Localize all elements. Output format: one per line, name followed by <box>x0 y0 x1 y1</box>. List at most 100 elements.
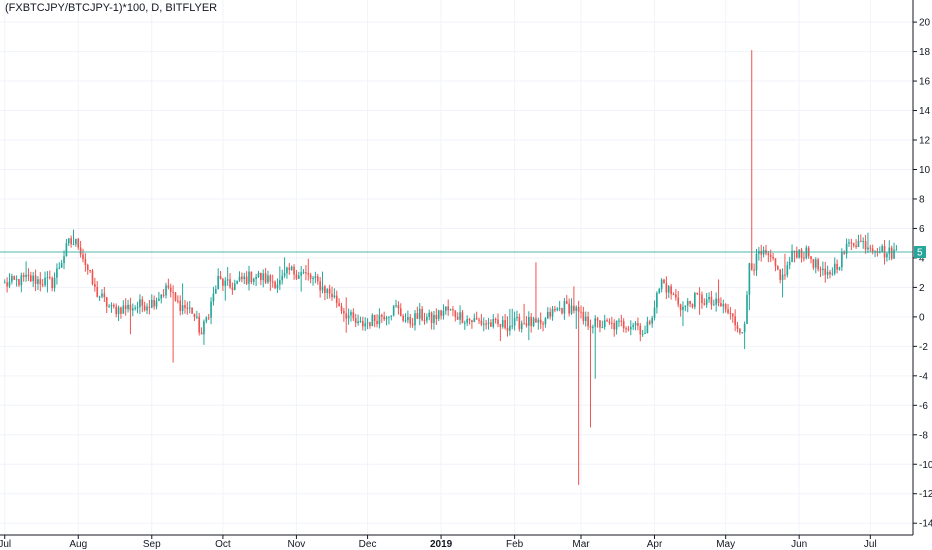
candle <box>736 321 739 333</box>
candle-body <box>817 259 819 270</box>
candle <box>739 328 741 335</box>
candle <box>610 316 613 330</box>
x-tick-label: 2019 <box>430 539 453 550</box>
candle-body <box>302 272 305 274</box>
candle <box>672 292 675 296</box>
candle-body <box>644 332 646 334</box>
candle <box>309 272 312 284</box>
candle-body <box>399 308 402 316</box>
candle-body <box>184 305 186 308</box>
candle <box>335 290 338 308</box>
candle-body <box>494 318 497 320</box>
candle-body <box>475 318 478 320</box>
candle-body <box>532 318 535 326</box>
candle-body <box>755 253 758 271</box>
candle-body <box>871 248 874 252</box>
candle <box>509 308 511 336</box>
candle-body <box>423 319 426 321</box>
candle <box>297 271 300 280</box>
candle <box>568 298 570 317</box>
candle-body <box>525 323 528 326</box>
candle <box>686 298 689 313</box>
y-tick-label: 2 <box>919 283 925 294</box>
candle-body <box>252 279 255 282</box>
candle <box>331 286 333 301</box>
candle-body <box>788 261 791 266</box>
candle-body <box>188 307 191 309</box>
candle <box>369 321 371 329</box>
candle <box>120 306 122 319</box>
candle <box>395 299 397 308</box>
candle-body <box>319 281 321 291</box>
candle-body <box>819 269 822 271</box>
candle <box>634 320 637 331</box>
x-tick-label: Jul <box>0 539 11 550</box>
candle <box>276 278 279 293</box>
candle-body <box>20 275 23 286</box>
candle <box>542 321 544 332</box>
candle <box>278 266 281 291</box>
candle <box>191 307 193 314</box>
candle <box>350 309 352 322</box>
candle-body <box>331 293 333 298</box>
candle <box>641 329 644 337</box>
candle-body <box>767 253 770 255</box>
candle-body <box>269 275 272 282</box>
candle <box>452 306 454 317</box>
candle <box>859 234 862 243</box>
candle <box>867 232 869 254</box>
candle <box>243 272 246 285</box>
candle-body <box>312 277 314 279</box>
candle-body <box>343 311 345 314</box>
candle <box>224 277 227 301</box>
candle <box>656 291 658 314</box>
candle <box>584 311 587 327</box>
candle <box>454 310 457 322</box>
candle <box>226 267 229 286</box>
candle-body <box>210 301 212 318</box>
candle-body <box>72 244 75 246</box>
candle-body <box>670 286 672 295</box>
candle <box>684 305 687 312</box>
candle-body <box>653 307 656 318</box>
candle-body <box>582 311 585 321</box>
candle-body <box>833 263 836 274</box>
candle-body <box>56 268 58 278</box>
candle <box>565 295 568 305</box>
candle <box>729 307 732 320</box>
candle <box>39 272 42 292</box>
candle <box>165 282 167 299</box>
candle <box>267 270 269 284</box>
candle-body <box>409 317 412 324</box>
candle-body <box>6 282 8 287</box>
candle <box>357 314 359 326</box>
candle <box>750 50 753 271</box>
candle <box>110 302 113 313</box>
candle <box>795 246 798 259</box>
candle-body <box>39 279 42 285</box>
candle-body <box>181 305 184 312</box>
candle <box>324 284 326 301</box>
candle <box>523 303 525 325</box>
candle <box>765 244 767 256</box>
candle <box>663 278 665 284</box>
candle-body <box>544 318 547 325</box>
candle-body <box>506 328 509 331</box>
candle <box>577 300 580 485</box>
candle <box>177 295 179 304</box>
candle-body <box>305 272 307 274</box>
candle <box>893 242 895 259</box>
candle <box>112 303 115 309</box>
candle-body <box>150 299 153 308</box>
y-tick-label: -14 <box>919 519 932 530</box>
candle-body <box>53 277 56 289</box>
candle-body <box>324 286 326 294</box>
candle-body <box>428 312 431 317</box>
candle-body <box>471 320 473 323</box>
candle <box>72 229 75 246</box>
candle-body <box>117 307 120 315</box>
x-axis[interactable]: Jul Aug Sep Oct Nov Dec 2019 Feb Mar Apr May Jun Jul <box>0 534 913 550</box>
candle <box>734 309 736 332</box>
